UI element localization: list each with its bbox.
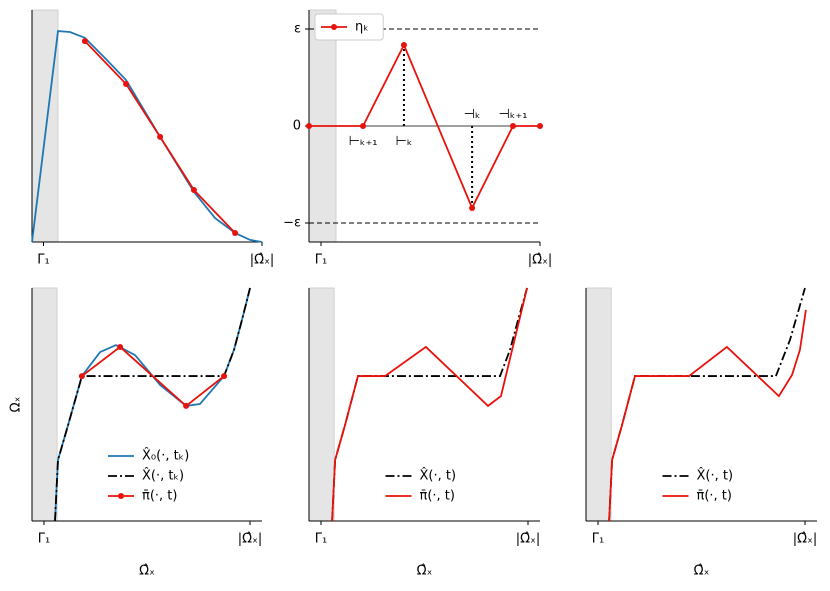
x-tick-label: |Ω̂ₓ|	[516, 532, 540, 547]
x-tick-label: Γ₁	[38, 532, 50, 547]
point	[81, 38, 88, 45]
series-line	[54, 287, 251, 522]
series-line	[331, 287, 528, 522]
point	[123, 81, 130, 88]
x-tick-label: |Ω̂ₓ|	[238, 532, 262, 547]
x-tick-label: Γ₁	[315, 532, 327, 547]
point	[117, 343, 124, 350]
x-axis-label: Ω̂ₓ	[139, 564, 155, 579]
point	[400, 42, 407, 49]
annotation: ⊢ₖ₊₁	[349, 134, 378, 149]
x-tick-label: |Ω̂ₓ|	[793, 532, 817, 547]
legend-marker	[331, 24, 337, 30]
annotation: ⊣ₖ₊₁	[499, 107, 528, 122]
y-axis-label: Ωₓ	[9, 396, 24, 412]
shaded-region	[585, 287, 612, 522]
series-line	[331, 287, 528, 522]
x-tick-label: |Ω̂ₓ|	[528, 253, 552, 268]
legend-label: ηₖ	[355, 20, 369, 35]
legend-label: π̄(·, t)	[697, 489, 732, 504]
x-tick-label: Γ₁	[37, 253, 49, 268]
point	[360, 123, 367, 129]
annotation: ⊣ₖ	[464, 107, 481, 122]
point	[190, 187, 197, 194]
point	[306, 123, 312, 129]
x-tick-label: |Ω̂ₓ|	[250, 253, 274, 268]
point	[537, 123, 543, 129]
series-line	[81, 345, 225, 408]
legend-label: π̄(·, t)	[142, 489, 177, 504]
y-tick-label: −ε	[283, 215, 301, 230]
point	[509, 123, 516, 129]
legend-label: X̂₀(·, tₖ)	[142, 448, 189, 463]
shaded-region	[31, 287, 58, 522]
x-axis-label: Ω̂ₓ	[417, 564, 433, 579]
series-line	[309, 42, 540, 211]
x-tick-label: Γ₁	[315, 253, 327, 268]
point	[221, 373, 228, 380]
legend-marker	[118, 493, 124, 499]
y-tick-label: 0	[293, 119, 301, 134]
y-tick-label: ε	[294, 22, 301, 37]
series-line	[608, 309, 807, 522]
series-line	[608, 287, 806, 522]
point	[232, 229, 239, 236]
legend-label: X̂(·, t)	[420, 468, 457, 483]
x-axis-label: Ω̂ₓ	[694, 564, 710, 579]
legend-label: X̂(·, tₖ)	[142, 468, 184, 483]
shaded-region	[308, 287, 335, 522]
point	[183, 402, 190, 409]
series-line	[54, 287, 251, 522]
point	[157, 133, 164, 140]
x-tick-label: Γ₁	[592, 532, 604, 547]
series-line	[31, 30, 263, 243]
point	[78, 373, 85, 380]
legend-label: X̂(·, t)	[697, 468, 734, 483]
legend-label: π̄(·, t)	[420, 489, 455, 504]
annotation: ⊢ₖ	[396, 134, 413, 149]
legend-frame	[314, 13, 384, 41]
point	[469, 204, 476, 211]
